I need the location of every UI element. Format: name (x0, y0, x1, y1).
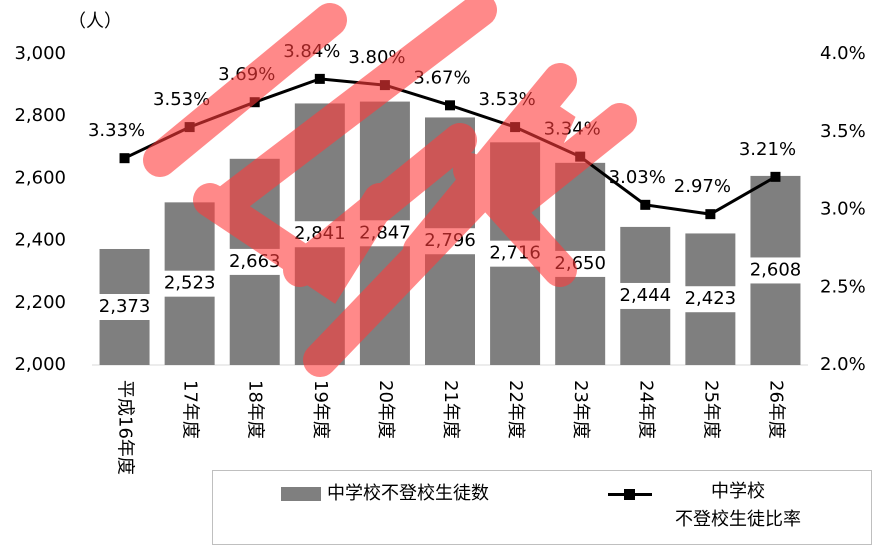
x-tick-label: 20年度 (375, 380, 396, 439)
x-tick-label: 17年度 (180, 380, 201, 439)
x-tick-label: 19年度 (310, 380, 331, 439)
x-tick-label: 22年度 (505, 380, 526, 439)
line-label: 3.21% (739, 139, 796, 160)
y-tick-label: 2,800 (14, 105, 66, 126)
bar-label: 2,423 (685, 288, 737, 309)
y-tick-label: 2,400 (14, 230, 66, 251)
x-tick-label: 24年度 (635, 380, 656, 439)
line-label: 3.67% (413, 67, 470, 88)
y-tick-label: 2,000 (14, 354, 66, 375)
y2-tick-label: 2.0% (820, 354, 866, 375)
line-marker (640, 199, 651, 210)
legend-label: 中学校不登校生徒数 (327, 483, 489, 504)
line-marker (314, 73, 325, 84)
line-label: 3.03% (609, 167, 666, 188)
legend-swatch-bar (281, 487, 321, 501)
x-tick-label: 21年度 (440, 380, 461, 439)
bar-label-bg (677, 286, 744, 313)
x-tick-label: 平成16年度 (115, 380, 136, 475)
line-label: 2.97% (674, 176, 731, 197)
legend: 中学校不登校生徒数 中学校 不登校生徒比率 (212, 470, 872, 545)
line-marker (119, 153, 130, 164)
bar-label-bg (91, 293, 158, 320)
x-tick-label: 18年度 (245, 380, 266, 439)
line-marker (705, 209, 716, 220)
y2-tick-label: 3.0% (820, 199, 866, 220)
bar-label-bg (742, 257, 809, 284)
line-marker (770, 171, 781, 182)
legend-label: 中学校 不登校生徒比率 (675, 481, 801, 530)
bar-label: 2,373 (99, 296, 151, 317)
line-marker (445, 100, 455, 111)
x-tick-label: 23年度 (570, 380, 591, 439)
bar-label: 2,523 (164, 273, 216, 294)
bar-label: 2,444 (620, 285, 672, 306)
bar-label: 2,608 (750, 259, 802, 280)
line-label: 3.33% (88, 120, 145, 141)
y2-tick-label: 4.0% (820, 43, 866, 64)
line-label: 3.53% (153, 89, 210, 110)
bar-label-bg (612, 282, 679, 309)
y-tick-label: 3,000 (14, 43, 66, 64)
watermark (143, 0, 637, 377)
y2-tick-label: 3.5% (820, 121, 866, 142)
x-tick-label: 26年度 (765, 380, 786, 439)
y-tick-label: 2,200 (14, 292, 66, 313)
y2-tick-label: 2.5% (820, 276, 866, 297)
y-tick-label: 2,600 (14, 167, 66, 188)
x-tick-label: 25年度 (700, 380, 721, 439)
unit-label: （人） (68, 11, 122, 32)
bar-label-bg (156, 270, 223, 297)
legend-swatch-marker (624, 489, 635, 500)
